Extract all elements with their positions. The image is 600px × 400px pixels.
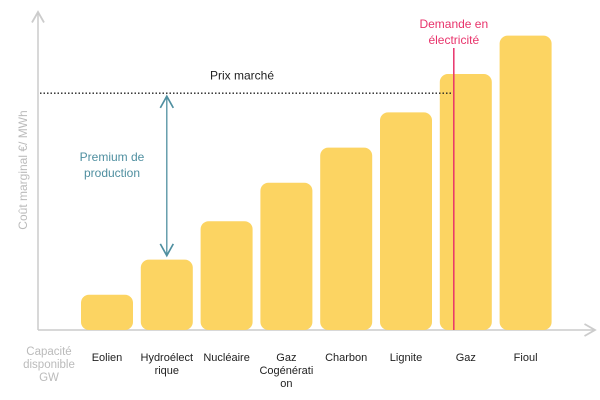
bar: [380, 112, 432, 331]
bar: [81, 294, 133, 330]
bar: [200, 221, 253, 330]
x-tick-label: Gaz: [455, 352, 476, 364]
x-axis-label: Capacité disponible GW: [23, 346, 75, 384]
x-tick-label: Eolien: [91, 352, 123, 364]
y-axis-label: Coût marginal €/ MWh: [16, 110, 30, 229]
x-tick-label: Hydroélectrique: [140, 352, 194, 377]
x-tick-label: Nucléaire: [203, 352, 250, 364]
bar: [439, 74, 492, 330]
x-tick-label: Gaz Cogénération: [259, 352, 314, 390]
premium-label: Premium de production: [79, 150, 145, 180]
x-tick-label: Lignite: [389, 352, 423, 364]
x-tick-label: Fioul: [513, 352, 538, 364]
bar: [260, 182, 313, 330]
market-price-label: Prix marché: [210, 68, 274, 82]
bar: [140, 259, 193, 330]
x-tick-label: Charbon: [325, 352, 368, 364]
demand-label: Demande en électricité: [419, 17, 489, 47]
bar: [320, 147, 373, 330]
bar: [499, 35, 552, 330]
